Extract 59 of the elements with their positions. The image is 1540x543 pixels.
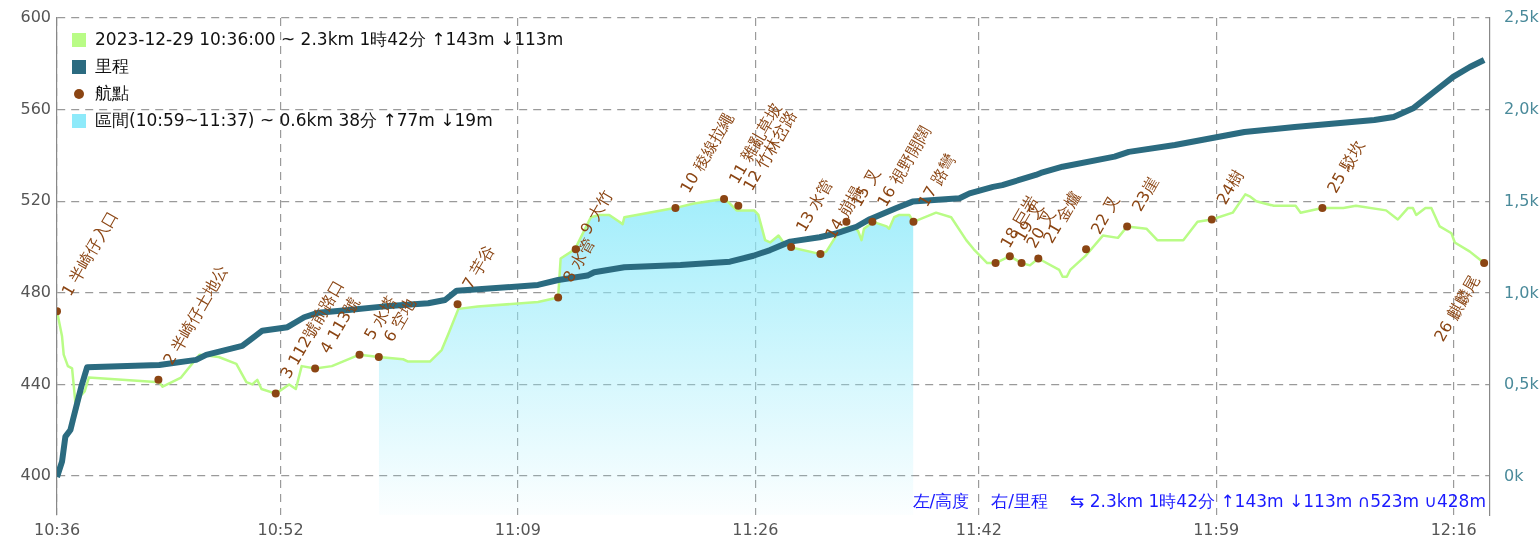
point [816,249,825,258]
point [554,293,563,302]
annotation: 25 駁坎 [1323,136,1369,197]
point [1082,245,1091,254]
y-tick-label: 480 [20,281,51,301]
y2-tick-label: 1,0k [1504,282,1540,302]
point [787,243,796,252]
y-tick-label: 520 [20,190,51,210]
point [311,364,320,373]
annotation: 26 麒麟尾 [1430,271,1484,345]
point [1017,259,1026,268]
x-tick-label: 10:36 [33,519,81,539]
annotation: 2 半崎仔土地公 [159,262,232,368]
x-tick-label: 10:52 [257,519,304,539]
y-tick-label: 400 [20,465,51,485]
annotation: 24樹 [1212,166,1248,208]
y-tick-label: 600 [20,7,51,27]
y2-tick-label: 0k [1504,466,1525,486]
point [671,204,680,213]
annotation: 22 叉 [1086,192,1124,238]
point [154,375,163,384]
x-tick-label: 11:09 [494,519,541,539]
y-tick-label: 560 [20,98,51,118]
y2-tick-label: 2,5k [1504,7,1540,27]
annotation: 23崖 [1127,173,1163,215]
x-tick-label: 11:59 [1193,519,1240,539]
point [991,259,1000,268]
y2-tick-label: 0,5k [1504,374,1540,394]
annotation: 9 大竹 [576,186,617,238]
point [355,350,364,359]
y2-tick-label: 1,5k [1504,190,1540,210]
point [271,389,280,398]
x-tick-label: 12:16 [1430,519,1477,539]
point [453,300,462,309]
point [868,217,877,226]
point [1034,254,1043,263]
annotation: 8 水管 [558,235,599,286]
y2-tick-label: 2,0k [1504,98,1540,118]
y-tick-label: 440 [20,373,51,393]
point [1123,222,1132,231]
point [1480,259,1489,268]
point [909,217,918,226]
annotation: 1 半崎仔入口 [57,207,122,300]
annotation: 右/里程 [991,491,1049,511]
point [720,194,729,203]
x-tick-label: 11:42 [955,519,1002,539]
annotation: ⇆ 2.3km 1時42分 ↑143m ↓113m ∩523m ∪428m [1070,491,1486,511]
x-tick-label: 11:26 [732,519,779,539]
legend-label: 航點 [95,83,129,104]
legend-label: 區間(10:59~11:37) ~ 0.6km 38分 ↑77m ↓19m [95,110,493,131]
point [1207,215,1216,224]
legend-label: 里程 [95,56,129,77]
annotation: 左/高度 [912,491,970,511]
point [1318,204,1327,213]
point [374,352,383,361]
legend-label: 2023-12-29 10:36:00 ~ 2.3km 1時42分 ↑143m ↓113m [95,29,564,50]
point [1005,252,1014,261]
point [734,201,743,210]
annotation: 7 芋谷 [458,241,499,293]
